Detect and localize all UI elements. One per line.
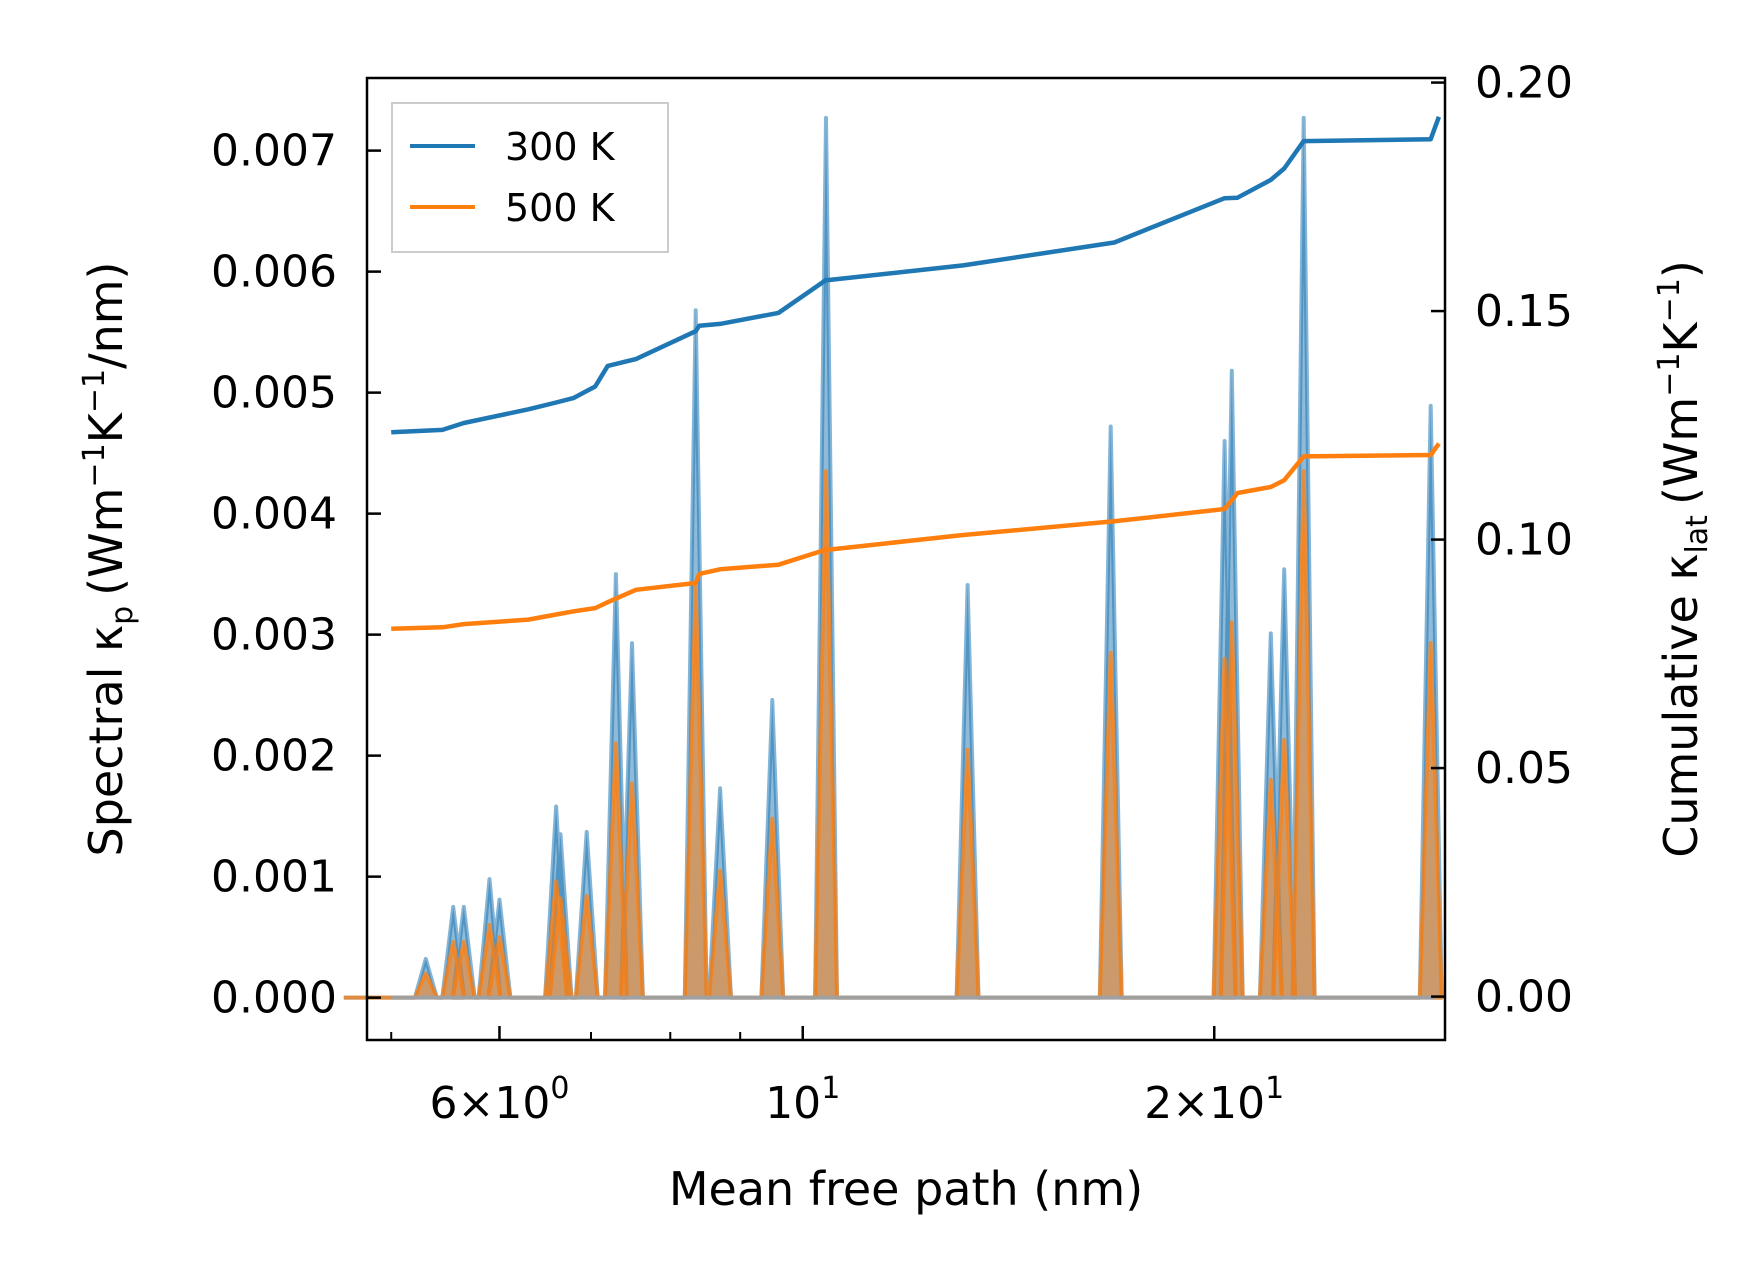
legend-label-500k: 500 K xyxy=(505,186,616,230)
legend: 300 K 500 K xyxy=(391,102,669,253)
y-right-tick-label: 0.20 xyxy=(1475,58,1573,109)
y-left-axis-label: Spectral κp(Wm−1K−1/nm) xyxy=(77,262,140,857)
y-left-tick-label: 0.002 xyxy=(211,731,337,782)
axes-layer: 0.000 0.001 0.002 0.003 0.004 0.005 0.006 0.007… xyxy=(211,58,1573,1129)
y-left-tick-label: 0.003 xyxy=(211,610,337,661)
spectral-layer xyxy=(343,115,1444,1000)
plot-frame xyxy=(365,76,1447,1042)
legend-label-300k: 300 K xyxy=(505,125,616,169)
y-left-tick-label: 0.005 xyxy=(211,368,337,419)
x-tick-label: 6×100 xyxy=(430,1071,570,1129)
y-left-tick-label: 0.001 xyxy=(211,852,337,903)
cumulative-line-300k xyxy=(391,116,1442,435)
y-left-tick-label: 0.007 xyxy=(211,126,337,177)
y-left-tick-label: 0.006 xyxy=(211,247,337,298)
x-axis-label: Mean free path (nm) xyxy=(669,1162,1143,1216)
y-right-tick-label: 0.15 xyxy=(1475,286,1573,337)
spectral-area-1 xyxy=(343,471,1442,998)
y-left-tick-label: 0.000 xyxy=(211,973,337,1024)
x-tick-label: 2×101 xyxy=(1144,1071,1284,1129)
y-right-tick-label: 0.05 xyxy=(1475,743,1573,794)
y-right-tick-label: 0.10 xyxy=(1475,515,1573,566)
x-tick-label: 101 xyxy=(765,1071,840,1129)
cumulative-line-500k xyxy=(391,442,1441,631)
y-right-tick-label: 0.00 xyxy=(1475,972,1573,1023)
cumulative-layer xyxy=(391,116,1442,631)
legend-box xyxy=(391,102,669,253)
y-left-tick-label: 0.004 xyxy=(211,489,337,540)
y-right-axis-label: Cumulative κlat(Wm−1K−1) xyxy=(1652,260,1715,858)
